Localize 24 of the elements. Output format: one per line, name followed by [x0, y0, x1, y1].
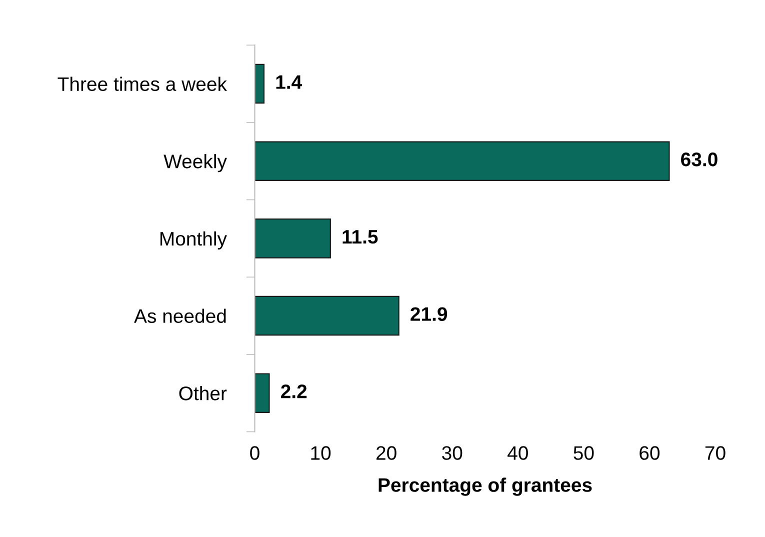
x-tick-label: 20	[376, 446, 396, 460]
x-tick-label: 40	[508, 446, 528, 460]
y-tick-label: As needed	[134, 308, 226, 323]
data-label: 11.5	[342, 230, 378, 244]
x-tick-label: 60	[640, 446, 660, 460]
x-tick-label: 50	[574, 446, 594, 460]
bar	[254, 218, 331, 258]
y-tick-label: Three times a week	[58, 76, 228, 92]
bar	[254, 64, 265, 104]
y-tick-label: Monthly	[160, 231, 227, 250]
bar	[254, 373, 270, 413]
data-label: 1.4	[276, 75, 302, 89]
x-tick-label: 30	[442, 446, 462, 460]
bar	[254, 141, 670, 181]
x-tick-label: 10	[311, 446, 331, 460]
x-tick-label: 0	[250, 446, 260, 460]
x-axis-title: Percentage of grantees	[378, 478, 592, 496]
bar	[254, 296, 400, 336]
x-tick-label: 70	[705, 446, 726, 460]
data-label: 21.9	[410, 307, 448, 321]
y-tick-label: Other	[179, 386, 227, 400]
data-label: 2.2	[281, 384, 307, 398]
y-tick-label: Weekly	[164, 154, 227, 172]
data-label: 63.0	[681, 152, 718, 166]
